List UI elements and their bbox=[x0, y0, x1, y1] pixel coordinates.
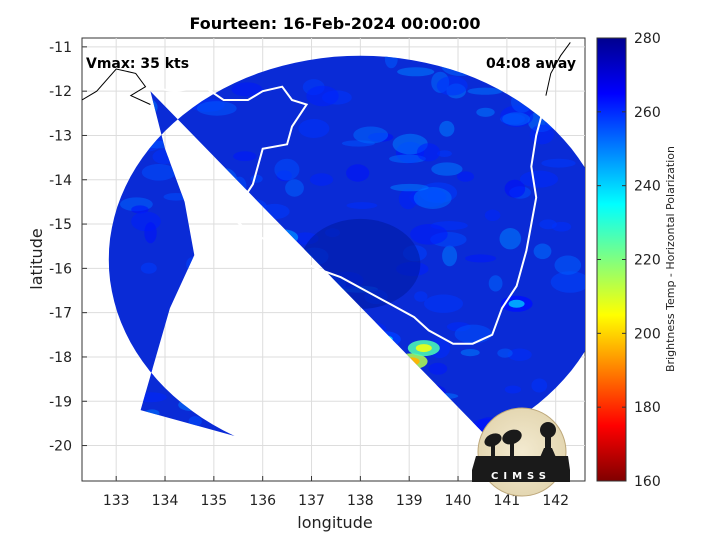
texture-blob bbox=[428, 362, 448, 375]
texture-blob bbox=[439, 120, 455, 137]
texture-blob bbox=[140, 262, 157, 274]
colorbar-tick-label: 180 bbox=[634, 400, 661, 416]
colorbar bbox=[596, 37, 627, 482]
texture-blob bbox=[504, 385, 522, 394]
coastline-outside bbox=[82, 42, 571, 105]
warm-feature bbox=[508, 299, 525, 308]
texture-blob bbox=[250, 174, 263, 183]
texture-blob bbox=[233, 151, 257, 162]
texture-blob bbox=[389, 154, 426, 164]
texture-blob bbox=[497, 348, 513, 358]
texture-blob bbox=[507, 348, 532, 361]
y-tick-label: -19 bbox=[49, 394, 72, 410]
colorbar-tick-label: 200 bbox=[634, 326, 661, 342]
texture-blob bbox=[484, 209, 501, 221]
coastline bbox=[145, 85, 547, 345]
texture-blob bbox=[550, 271, 585, 293]
vmax-annotation: Vmax: 35 kts bbox=[86, 56, 189, 72]
texture-blob bbox=[346, 164, 370, 182]
x-tick-label: 138 bbox=[347, 493, 374, 509]
x-tick-label: 136 bbox=[249, 493, 276, 509]
colorbar-tick-label: 280 bbox=[634, 31, 661, 47]
texture-blob bbox=[504, 179, 526, 198]
texture-blob bbox=[476, 107, 495, 117]
chart-title: Fourteen: 16-Feb-2024 00:00:00 bbox=[189, 14, 480, 33]
y-tick-label: -13 bbox=[49, 128, 72, 144]
y-tick-label: -18 bbox=[49, 350, 72, 366]
texture-blob bbox=[416, 143, 441, 162]
x-tick-label: 135 bbox=[200, 493, 227, 509]
texture-blob bbox=[454, 324, 492, 344]
texture-blob bbox=[460, 349, 480, 357]
texture-blob bbox=[384, 55, 398, 69]
texture-blob bbox=[554, 255, 582, 275]
texture-blob bbox=[437, 150, 452, 158]
x-tick-label: 141 bbox=[493, 493, 520, 509]
texture-blob bbox=[531, 378, 548, 393]
texture-blob bbox=[533, 243, 552, 260]
cimss-logo: CIMSS bbox=[472, 407, 570, 497]
texture-blob bbox=[541, 158, 576, 168]
texture-blob bbox=[442, 245, 458, 267]
x-axis-label: longitude bbox=[297, 513, 372, 532]
texture-blob bbox=[410, 224, 448, 245]
x-tick-label: 142 bbox=[542, 493, 569, 509]
texture-blob bbox=[309, 173, 334, 186]
texture-blob bbox=[274, 158, 300, 181]
x-tick-label: 133 bbox=[103, 493, 130, 509]
texture-blob bbox=[306, 85, 339, 107]
y-tick-labels: -11 -12 -13 -14 -15 -16 -17 -18 -19 -20 bbox=[49, 40, 72, 455]
texture-blob bbox=[467, 87, 503, 95]
colorbar-tick-label: 240 bbox=[634, 179, 661, 195]
texture-blob bbox=[431, 162, 463, 176]
texture-blob bbox=[298, 119, 330, 138]
texture-blob bbox=[457, 171, 474, 182]
texture-blob bbox=[131, 205, 149, 214]
texture-blob bbox=[519, 170, 559, 188]
colorbar-tick-labels: 160 180 200 220 240 260 280 bbox=[597, 31, 661, 490]
texture-blob bbox=[398, 188, 418, 210]
texture-blob bbox=[499, 228, 522, 250]
x-tick-label: 137 bbox=[298, 493, 325, 509]
texture-blob bbox=[502, 112, 530, 126]
logo-text: CIMSS bbox=[491, 471, 551, 482]
texture-blob bbox=[231, 82, 263, 97]
texture-blob bbox=[188, 416, 202, 427]
y-tick-label: -11 bbox=[49, 40, 72, 56]
texture-blob bbox=[539, 219, 557, 230]
colorbar-label: Brightness Temp - Horizontal Polarizatio… bbox=[664, 146, 677, 372]
texture-blob bbox=[346, 202, 378, 209]
y-tick-label: -14 bbox=[49, 173, 72, 189]
y-axis-label: latitude bbox=[27, 228, 46, 289]
x-tick-label: 134 bbox=[152, 493, 179, 509]
time-away-annotation: 04:08 away bbox=[486, 56, 576, 72]
y-tick-label: -20 bbox=[49, 439, 72, 455]
texture-blob bbox=[390, 183, 429, 192]
texture-blob bbox=[414, 291, 428, 302]
texture-blob bbox=[353, 126, 389, 144]
y-tick-label: -16 bbox=[49, 261, 72, 277]
texture-blob bbox=[436, 76, 468, 96]
texture-blob bbox=[488, 275, 503, 292]
colorbar-tick-label: 220 bbox=[634, 253, 661, 269]
y-tick-label: -17 bbox=[49, 306, 72, 322]
texture-blob bbox=[141, 164, 176, 181]
colorbar-tick-label: 160 bbox=[634, 474, 661, 490]
x-tick-label: 139 bbox=[396, 493, 423, 509]
y-tick-label: -12 bbox=[49, 84, 72, 100]
texture-blob bbox=[424, 294, 463, 313]
texture-blob bbox=[413, 187, 452, 209]
texture-blob bbox=[465, 254, 497, 263]
colorbar-tick-label: 260 bbox=[634, 105, 661, 121]
x-tick-label: 140 bbox=[445, 493, 472, 509]
x-tick-labels: 133 134 135 136 137 138 139 140 141 142 bbox=[103, 493, 569, 509]
texture-blob bbox=[144, 222, 157, 244]
warm-feature bbox=[415, 344, 432, 353]
texture-blob bbox=[397, 67, 435, 77]
texture-blob bbox=[285, 179, 304, 197]
y-tick-label: -15 bbox=[49, 217, 72, 233]
texture-blob bbox=[196, 101, 237, 116]
